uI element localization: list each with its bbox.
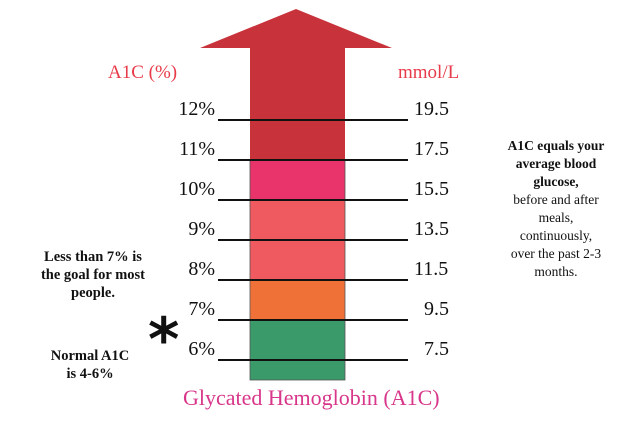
normal-note-line: Normal A1C — [50, 348, 130, 364]
level-lines — [218, 119, 408, 361]
percent-label: 10% — [178, 178, 215, 200]
a1c-percent-header: A1C (%) — [108, 62, 178, 83]
mmol-label: 13.5 — [414, 218, 449, 240]
explanation-line: average blood — [515, 156, 597, 171]
percent-label: 6% — [188, 338, 215, 360]
normal-note-line: is 4-6% — [66, 366, 114, 382]
goal-note-line: people. — [71, 285, 115, 301]
a1c-explanation: A1C equals your average blood glucose, b… — [482, 137, 630, 281]
explanation-line: continuously, — [519, 228, 593, 243]
mmol-label: 7.5 — [424, 338, 449, 360]
explanation-line: over the past 2-3 — [510, 246, 602, 261]
color-bands — [249, 159, 346, 381]
mmol-label: 19.5 — [414, 98, 449, 120]
percent-label: 12% — [178, 98, 215, 120]
mmol-label: 11.5 — [414, 258, 449, 280]
color-band — [250, 160, 345, 200]
percent-label: 9% — [188, 218, 215, 240]
explanation-line: glucose, — [533, 174, 579, 189]
goal-note-line: Less than 7% is — [44, 249, 142, 265]
normal-note: Normal A1C is 4-6% — [30, 347, 150, 383]
explanation-line: months. — [534, 264, 578, 279]
explanation-line: A1C equals your — [507, 138, 605, 153]
percent-label: 11% — [179, 138, 215, 160]
mmol-label: 17.5 — [414, 138, 449, 160]
asterisk-mark: * — [148, 305, 180, 375]
mmol-label: 9.5 — [424, 298, 449, 320]
goal-note-line: the goal for most — [40, 267, 146, 283]
goal-note: Less than 7% is the goal for most people… — [18, 248, 168, 302]
percent-label: 7% — [188, 298, 215, 320]
chart-caption: Glycated Hemoglobin (A1C) — [183, 385, 440, 410]
mmol-header: mmol/L — [398, 62, 460, 83]
color-band — [250, 280, 345, 320]
percent-label: 8% — [188, 258, 215, 280]
up-arrow — [200, 9, 392, 160]
mmol-label: 15.5 — [414, 178, 449, 200]
color-band — [250, 320, 345, 380]
explanation-line: before and after — [513, 192, 599, 207]
explanation-line: meals, — [538, 210, 574, 225]
